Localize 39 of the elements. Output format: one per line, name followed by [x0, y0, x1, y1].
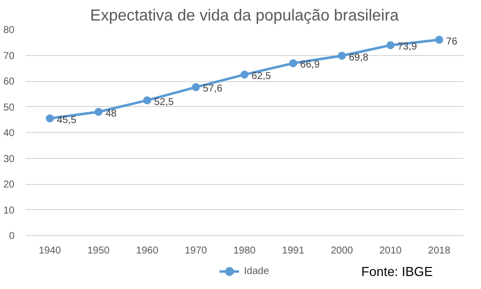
x-tick-label: 2000 — [330, 246, 354, 256]
legend-label: Idade — [244, 266, 270, 276]
point — [338, 52, 346, 60]
x-tick-label: 1960 — [136, 246, 159, 256]
y-tick-label: 0 — [8, 231, 15, 242]
data-label: 45,5 — [56, 114, 77, 126]
point — [94, 108, 102, 116]
point — [240, 70, 248, 79]
x-tick-label: 2018 — [428, 246, 451, 256]
y-tick-label: 80 — [3, 25, 15, 36]
y-tick-label: 30 — [3, 154, 15, 165]
x-tick-label: 1950 — [87, 246, 110, 256]
y-tick-label: 10 — [3, 205, 15, 216]
data-label: 73,9 — [398, 42, 418, 53]
data-label: 52,5 — [154, 96, 174, 108]
point — [386, 41, 394, 50]
x-tick-label: 1980 — [233, 246, 256, 256]
data-label: 48 — [106, 108, 118, 120]
point — [192, 83, 200, 92]
data-label: 69,8 — [348, 52, 369, 64]
y-tick-label: 40 — [3, 128, 15, 139]
data-label: 57,6 — [202, 84, 223, 95]
data-label: 76 — [446, 36, 458, 48]
chart-title: Expectativa de vida da população brasileira — [90, 8, 399, 24]
y-tick-label: 70 — [3, 50, 15, 62]
y-tick-label: 60 — [3, 76, 15, 88]
data-label: 66,9 — [300, 60, 320, 71]
data-label: 62,5 — [252, 71, 272, 82]
x-tick-label: 1970 — [184, 246, 208, 256]
x-tick-label: 1940 — [38, 246, 62, 256]
x-tick-label: 2010 — [379, 246, 402, 256]
source-note: Fonte: IBGE — [361, 264, 434, 279]
point — [289, 59, 298, 68]
point — [46, 114, 54, 122]
point — [435, 36, 444, 44]
point — [143, 96, 152, 104]
x-tick-label: 1991 — [282, 246, 305, 256]
y-tick-label: 50 — [3, 102, 15, 114]
y-tick-label: 20 — [3, 180, 15, 190]
